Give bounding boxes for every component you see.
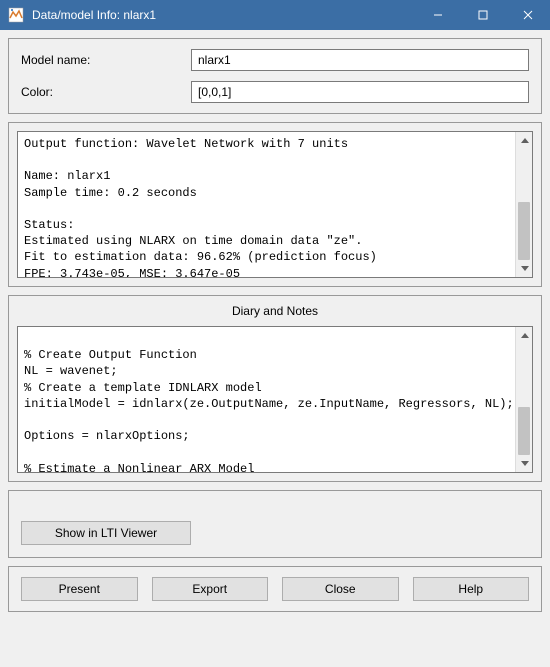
scroll-down-icon[interactable] bbox=[516, 455, 533, 472]
diary-textarea-wrap bbox=[17, 326, 533, 473]
diary-panel: Diary and Notes bbox=[8, 295, 542, 482]
info-scrollbar[interactable] bbox=[515, 132, 532, 277]
content-area: Model name: Color: Diary and Notes bbox=[0, 30, 550, 667]
show-lti-viewer-button[interactable]: Show in LTI Viewer bbox=[21, 521, 191, 545]
model-name-label: Model name: bbox=[21, 53, 191, 67]
color-row: Color: bbox=[21, 81, 529, 103]
help-button[interactable]: Help bbox=[413, 577, 530, 601]
color-input[interactable] bbox=[191, 81, 529, 103]
present-button[interactable]: Present bbox=[21, 577, 138, 601]
info-textarea-wrap bbox=[17, 131, 533, 278]
scroll-thumb[interactable] bbox=[518, 202, 530, 260]
bottom-button-panel: Present Export Close Help bbox=[8, 566, 542, 612]
form-panel: Model name: Color: bbox=[8, 38, 542, 114]
model-name-input[interactable] bbox=[191, 49, 529, 71]
minimize-button[interactable] bbox=[415, 0, 460, 30]
button-row: Present Export Close Help bbox=[21, 577, 529, 601]
diary-scrollbar[interactable] bbox=[515, 327, 532, 472]
diary-textarea[interactable] bbox=[18, 327, 532, 472]
maximize-button[interactable] bbox=[460, 0, 505, 30]
app-icon bbox=[8, 7, 24, 23]
diary-heading: Diary and Notes bbox=[17, 304, 533, 318]
scroll-up-icon[interactable] bbox=[516, 327, 533, 344]
info-textarea[interactable] bbox=[18, 132, 532, 277]
titlebar: Data/model Info: nlarx1 bbox=[0, 0, 550, 30]
close-button[interactable] bbox=[505, 0, 550, 30]
window-title: Data/model Info: nlarx1 bbox=[32, 8, 415, 22]
scroll-up-icon[interactable] bbox=[516, 132, 533, 149]
export-button[interactable]: Export bbox=[152, 577, 269, 601]
model-name-row: Model name: bbox=[21, 49, 529, 71]
scroll-thumb[interactable] bbox=[518, 407, 530, 455]
lti-panel: Show in LTI Viewer bbox=[8, 490, 542, 558]
scroll-down-icon[interactable] bbox=[516, 260, 533, 277]
info-panel bbox=[8, 122, 542, 287]
color-label: Color: bbox=[21, 85, 191, 99]
window-controls bbox=[415, 0, 550, 30]
close-dialog-button[interactable]: Close bbox=[282, 577, 399, 601]
